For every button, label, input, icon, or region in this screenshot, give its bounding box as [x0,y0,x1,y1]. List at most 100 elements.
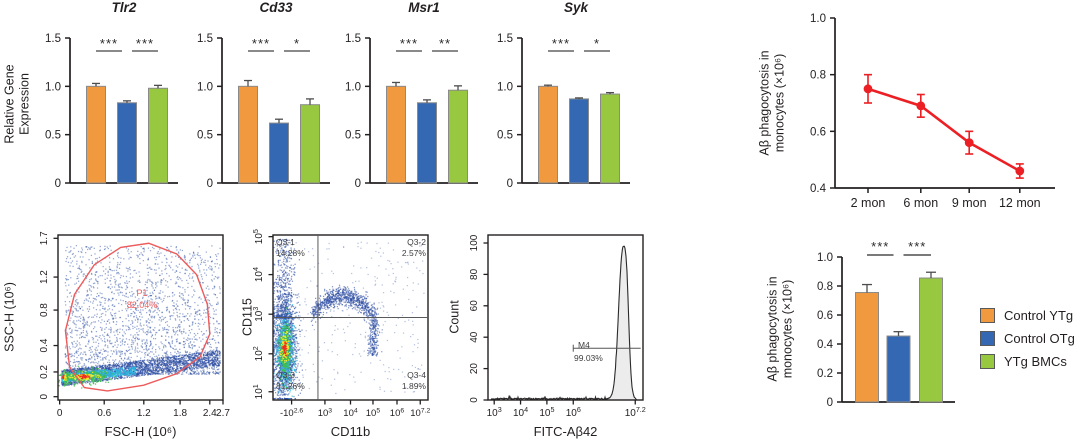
marker-m4-percent: 99.03% [574,353,603,363]
svg-text:0.5: 0.5 [345,130,361,142]
svg-text:107.2: 107.2 [410,407,430,419]
svg-text:1.5: 1.5 [497,33,513,45]
quadrant-q3-3-label: Q3-3 81.26% [276,370,305,392]
svg-text:0.5: 0.5 [197,130,213,142]
svg-text:-102.6: -102.6 [280,407,303,419]
svg-text:103: 103 [251,307,265,322]
svg-text:0.8: 0.8 [39,303,50,317]
svg-text:1.7: 1.7 [39,231,50,245]
svg-text:1.0: 1.0 [810,13,826,25]
gate-p1-label: P1 82.04% [110,288,174,311]
svg-text:1.0: 1.0 [497,81,513,93]
legend-swatch-ytg-bmcs [980,354,995,369]
svg-text:0.4: 0.4 [39,338,50,352]
chart-title-cd33: Cd33 [259,0,293,15]
svg-text:0: 0 [57,408,63,419]
svg-text:0.2: 0.2 [39,365,50,379]
svg-text:***: *** [252,36,270,51]
cd11b-cd115-plot: -102.6 103 104 105 106 107.2 101 102 103 104 105 [251,229,430,419]
group-chart-plot: 0 0.2 0.4 0.6 0.8 1.0 *** *** [817,239,955,409]
svg-text:104: 104 [251,267,265,282]
svg-text:0.6: 0.6 [817,310,833,322]
svg-text:105: 105 [251,229,265,244]
cd11b-axis-label: CD11b [330,424,371,439]
quadrant-q3-1-label: Q3-1 14.28% [276,237,305,259]
svg-text:2 mon: 2 mon [851,196,886,210]
bar-chart-cd33: Cd33 0 0.5 1.0 1.5 *** * [182,0,334,200]
svg-text:2.7: 2.7 [216,408,230,419]
chart-title-msr1: Msr1 [408,0,440,15]
quadrant-q3-4-label: Q3-4 1.89% [401,370,426,392]
svg-text:20: 20 [469,363,480,375]
svg-text:0.6: 0.6 [97,408,111,419]
quadrant-q3-2-label: Q3-2 2.57% [401,237,426,259]
chart-title-tlr2: Tlr2 [111,0,137,15]
svg-text:***: *** [100,36,118,51]
svg-text:1.5: 1.5 [345,33,361,45]
svg-text:***: *** [400,36,418,51]
count-axis-label: Count [447,300,462,334]
fsc-axis-label: FSC-H (10⁶) [104,424,177,439]
legend-item-control-ytg: Control YTg [980,308,1073,323]
svg-text:0.2: 0.2 [817,368,833,380]
tlr2-plot: 0 0.5 1.0 1.5 *** *** [45,33,178,190]
svg-text:104: 104 [513,405,528,419]
msr1-plot: 00.51.01.5 *** ** [345,33,478,190]
svg-text:107.2: 107.2 [625,405,646,419]
svg-text:0: 0 [39,393,50,399]
svg-text:0: 0 [55,178,61,190]
gate-p1-percent: 82.04% [126,299,158,310]
legend-item-ytg-bmcs: YTg BMCs [980,354,1067,369]
svg-text:1.0: 1.0 [197,81,213,93]
syk-plot: 00.51.01.5 *** * [497,33,630,190]
legend-swatch-control-ytg [980,308,995,323]
fsc-ssc-scatter-points [58,235,223,400]
svg-text:106: 106 [390,407,405,419]
svg-text:***: *** [552,36,570,51]
bar-chart-syk: Syk 0 0.5 1.0 1.5 *** * [482,0,634,200]
svg-text:9 mon: 9 mon [952,196,987,210]
svg-text:*: * [294,36,300,51]
chart-title-syk: Syk [563,0,589,15]
svg-text:0: 0 [507,178,513,190]
line-chart-phagocytosis-time: Aβ phagocytosis in monocytes (×10⁶) 0.4 0… [750,0,1080,215]
svg-text:0.5: 0.5 [45,130,61,142]
ssc-axis-label: SSC-H (10⁶) [2,282,17,352]
svg-text:101: 101 [251,384,265,399]
svg-text:**: ** [439,36,451,51]
svg-text:***: *** [871,239,889,254]
svg-text:***: *** [136,36,154,51]
svg-text:0.5: 0.5 [497,130,513,142]
svg-text:12 mon: 12 mon [999,196,1041,210]
time-chart-plot: 0.4 0.6 0.8 1.0 2 mon 6 mon 9 mon 12 mon [810,13,1055,210]
bar-chart-msr1: Msr1 0 0.5 1.0 1.5 *** ** [330,0,482,200]
svg-text:0: 0 [469,397,480,403]
fitc-axis-label: FITC-Aβ42 [533,424,598,439]
legend-swatch-control-otg [980,331,995,346]
svg-text:1.8: 1.8 [173,408,187,419]
svg-text:0.4: 0.4 [817,339,834,351]
svg-text:0.8: 0.8 [817,281,833,293]
svg-text:1.0: 1.0 [817,252,833,264]
legend-label-ytg-bmcs: YTg BMCs [1004,354,1067,369]
svg-text:1.0: 1.0 [45,81,61,93]
svg-text:0.8: 0.8 [810,70,826,82]
fsc-ssc-plot: 0 0.6 1.2 1.8 2.4 2.7 0 0.2 0.4 0.8 1.2 1.7 [39,231,230,419]
svg-text:1.0: 1.0 [345,81,361,93]
gate-p1-name: P1 [136,288,148,298]
svg-text:105: 105 [366,407,381,419]
svg-text:1.2: 1.2 [39,270,50,284]
bar-chart-phagocytosis-groups: Aβ phagocytosis in monocytes (×10⁶) 0 0.2… [755,225,1080,448]
svg-text:106: 106 [566,405,581,419]
svg-text:6 mon: 6 mon [903,196,938,210]
svg-text:80: 80 [469,268,480,280]
svg-text:102: 102 [251,346,265,361]
flow-histogram-fitc: 103 104 105 106 107.2 0 20 40 60 80 100 Count FITC… [440,215,690,448]
gene-ylabel-line1: Relative Gene [2,64,17,144]
svg-text:*: * [594,36,600,51]
cd33-plot: 00.51.01.5 *** * [197,33,330,190]
svg-text:105: 105 [539,405,554,419]
svg-text:0: 0 [355,178,361,190]
legend-label-control-otg: Control OTg [1004,331,1075,346]
svg-text:0.4: 0.4 [810,183,827,195]
